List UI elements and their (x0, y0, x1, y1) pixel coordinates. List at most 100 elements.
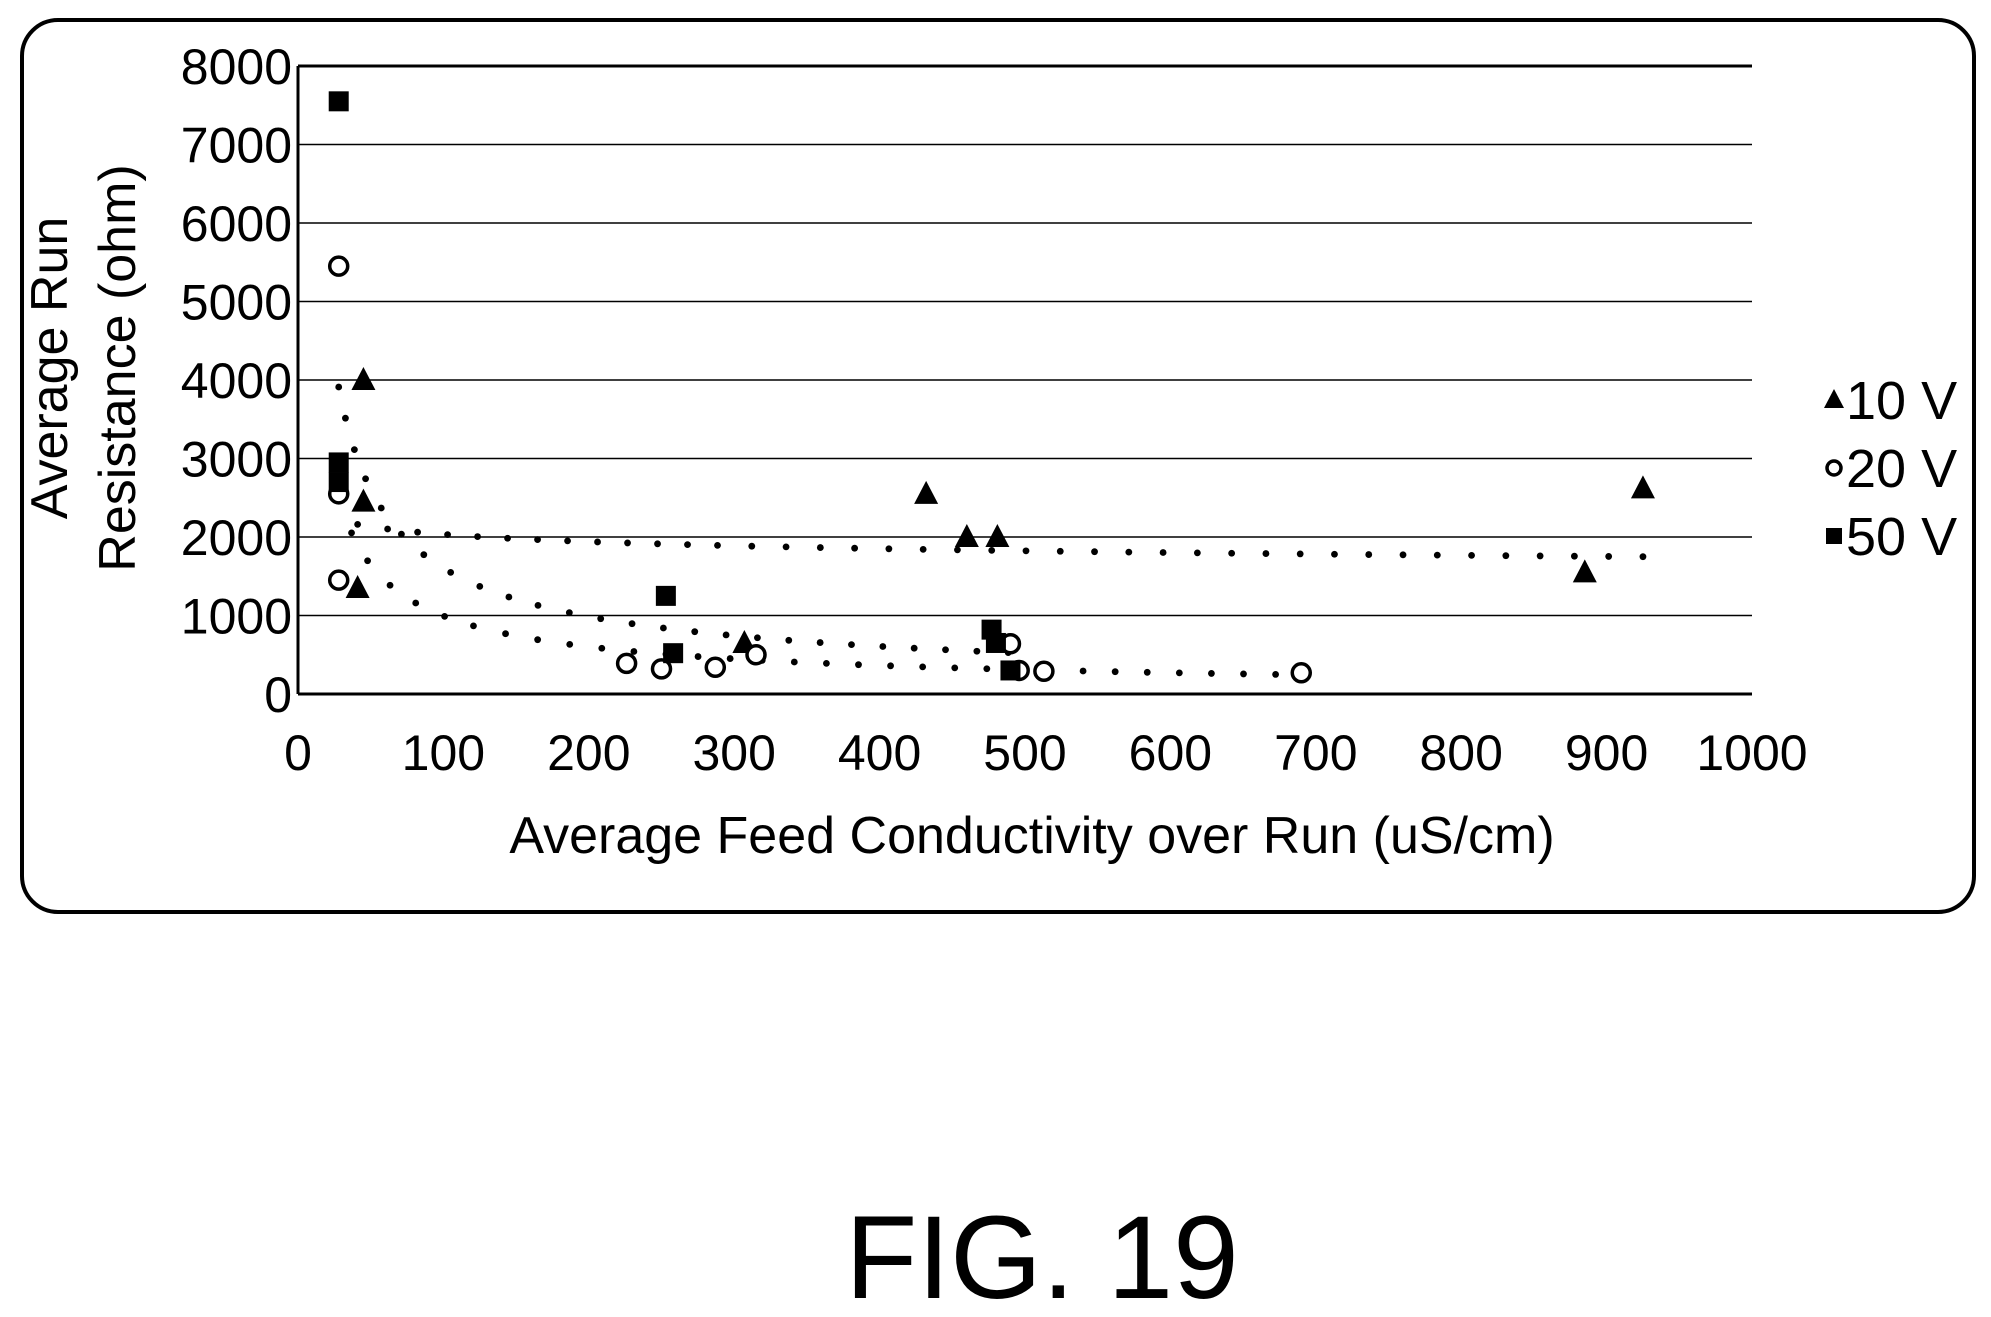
trendline-dot (566, 641, 574, 648)
legend-marker-50-v (1826, 528, 1842, 544)
trendline-dot (504, 534, 511, 542)
x-tick-labels: 0 100 200 300 400 500 600 700 800 900 1000 (284, 725, 1808, 781)
x-tick-label: 700 (1274, 725, 1357, 781)
trendline-dot (1433, 551, 1441, 559)
y-axis-title: Average Run Resistance (ohm) (21, 164, 147, 571)
trendline-dot (684, 541, 691, 549)
point-10-v (345, 575, 370, 599)
trendline-dot (534, 601, 542, 609)
trendline-dot (823, 659, 830, 667)
trendline-dot (624, 539, 631, 547)
trendline-dot (816, 639, 824, 646)
trendline-dot (597, 615, 605, 623)
trendline-dot (816, 544, 824, 551)
y-tick-label: 1000 (181, 589, 292, 645)
trendline-dot (1056, 547, 1064, 555)
figure-caption: FIG. 19 (845, 1192, 1238, 1317)
point-20-v (704, 656, 727, 679)
trendline-dot (565, 609, 573, 617)
trendline-dot (348, 529, 355, 537)
trendline-dot (988, 546, 996, 554)
trendline-dot (1175, 669, 1183, 677)
point-20-v (1033, 660, 1055, 682)
trendline-dot (659, 624, 667, 632)
trendlines (335, 383, 1647, 678)
trendline-dot (748, 542, 756, 550)
trendline-dot (441, 613, 448, 620)
trendline-dot (885, 545, 893, 553)
trendline-dot (470, 622, 477, 630)
trendline-20-v (335, 494, 1279, 678)
trendline-dot (420, 551, 428, 559)
trendline-dot (502, 630, 509, 638)
trendline-dot (1399, 551, 1407, 559)
trendline-dot (785, 636, 793, 644)
trendline-dot (1208, 670, 1215, 677)
trendline-dot (1193, 549, 1201, 557)
trendline-dot (790, 658, 798, 666)
point-20-v (327, 569, 350, 591)
trendline-dot (887, 662, 894, 670)
trendline-dot (630, 648, 638, 655)
trendline-dot (654, 540, 661, 548)
trendline-dot (1125, 548, 1133, 556)
trendline-dot (377, 504, 385, 512)
trendline-dot (954, 546, 961, 554)
x-tick-label: 600 (1129, 725, 1212, 781)
y-axis-title-line: Average Run (21, 217, 79, 520)
x-tick-label: 400 (838, 725, 921, 781)
trendline-dot (1365, 551, 1373, 558)
trendline-dot (1079, 667, 1087, 675)
legend-marker-10-v (1824, 389, 1844, 408)
x-axis-title: Average Feed Conductivity over Run (uS/c… (509, 807, 1554, 865)
trendline-dot (534, 536, 541, 544)
point-50-v (328, 472, 349, 493)
trendline-dot (398, 530, 405, 538)
trendline-dot (350, 446, 358, 454)
trendline-dot (691, 628, 699, 636)
x-tick-label: 100 (402, 725, 485, 781)
trendline-dot (1262, 550, 1270, 557)
point-10-v (1630, 475, 1655, 499)
trendline-dot (342, 414, 349, 422)
trendline-dot (1240, 670, 1247, 678)
trendline-dot (694, 653, 702, 660)
trendline-dot (942, 646, 949, 654)
point-20-v (615, 652, 638, 675)
legend-label-20-v: 20 V (1846, 439, 1957, 499)
point-10-v (954, 524, 979, 547)
trendline-dot (335, 383, 343, 391)
point-50-v (985, 632, 1006, 653)
trendline-dot (879, 643, 887, 650)
trendline-dot (722, 631, 730, 639)
point-20-v (1290, 662, 1313, 684)
data-points (327, 91, 1655, 684)
x-tick-label: 1000 (1696, 725, 1807, 781)
trendline-dot (919, 545, 927, 553)
trendline-dot (386, 581, 394, 589)
x-tick-label: 500 (983, 725, 1066, 781)
trendline-dot (973, 647, 981, 655)
trendline-dot (354, 520, 362, 528)
point-20-v (745, 644, 767, 666)
point-20-v (327, 255, 350, 277)
y-tick-label: 2000 (181, 510, 292, 566)
trendline-dot (444, 531, 451, 539)
trendline-dot (983, 665, 991, 673)
point-10-v (985, 524, 1010, 547)
trendline-dot (910, 644, 918, 652)
trendline-dot (1502, 552, 1510, 560)
trendline-dot (951, 664, 959, 672)
x-tick-label: 300 (692, 725, 775, 781)
x-tick-label: 900 (1565, 725, 1648, 781)
trendline-dot (855, 661, 862, 669)
trendline-dot (362, 475, 369, 483)
legend-label-50-v: 50 V (1846, 507, 1957, 567)
y-axis-title-line: Resistance (ohm) (89, 164, 147, 571)
trendline-dot (447, 568, 455, 576)
trendline-dot (1536, 552, 1544, 560)
trendline-dot (1228, 549, 1236, 557)
legend: 10 V 20 V 50 V (1824, 371, 1957, 567)
trendline-dot (919, 663, 927, 671)
